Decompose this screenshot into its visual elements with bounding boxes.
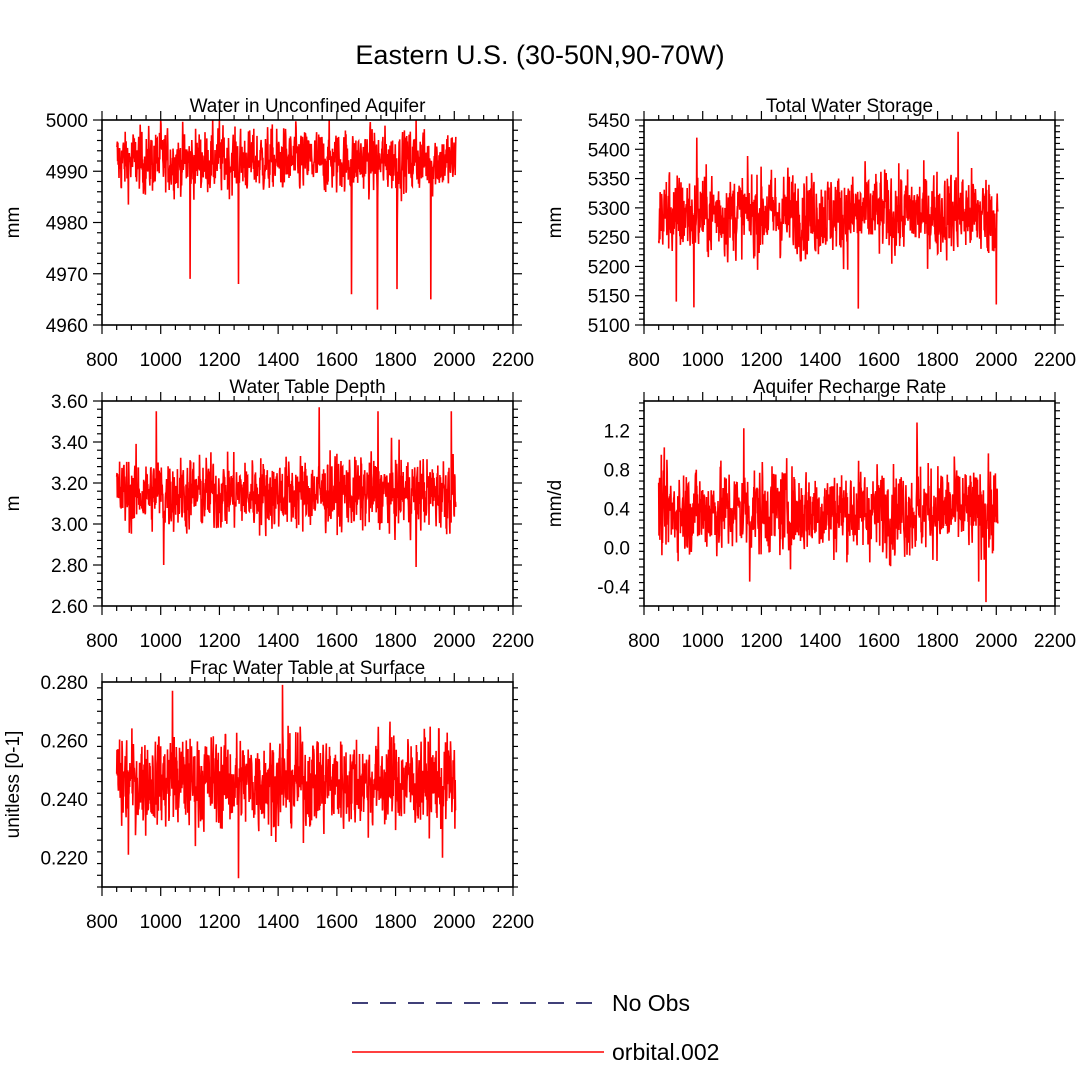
x-tick-label: 1800 <box>374 912 416 933</box>
x-tick-label: 2000 <box>975 631 1017 652</box>
y-tick-label: 5250 <box>588 228 630 249</box>
x-tick-label: 1600 <box>316 912 358 933</box>
y-tick-label: 5200 <box>588 257 630 278</box>
y-tick-label: 2.60 <box>51 597 88 618</box>
y-tick-label: 2.80 <box>51 556 88 577</box>
x-tick-label: 800 <box>86 350 118 371</box>
y-tick-label: 4980 <box>46 214 88 235</box>
x-tick-label: 800 <box>628 631 660 652</box>
panel-2: Total Water Storage mm 800 1000 1200 1400 1600… <box>545 96 1076 371</box>
x-tick-label: 1400 <box>257 912 299 933</box>
series-line-orbital-002 <box>657 422 999 603</box>
x-tick-label: 1800 <box>916 631 958 652</box>
panel-4: Aquifer Recharge Rate mm/d 800 1000 1200 1400… <box>545 377 1076 652</box>
y-tick-label: 3.60 <box>51 392 88 413</box>
x-tick-label: 1600 <box>316 350 358 371</box>
x-tick-label: 1800 <box>374 350 416 371</box>
y-tick-label: 5300 <box>588 199 630 220</box>
y-tick-label: 0.4 <box>604 499 631 520</box>
legend-label: orbital.002 <box>612 1039 719 1065</box>
y-tick-label: 5350 <box>588 170 630 191</box>
panel-title: Water Table Depth <box>229 377 385 398</box>
x-tick-label: 1400 <box>799 631 841 652</box>
panel-3: Water Table Depth m 800 1000 1200 1400 1600 180… <box>3 377 534 652</box>
y-axis-label: m <box>3 496 24 512</box>
legend: No Obs orbital.002 <box>352 990 719 1065</box>
x-tick-label: 1600 <box>858 350 900 371</box>
x-tick-label: 2200 <box>492 350 534 371</box>
y-axis-label: mm <box>3 207 24 239</box>
y-tick-label: 0.260 <box>40 732 88 753</box>
series-line-orbital-002 <box>657 131 999 309</box>
y-tick-label: 3.20 <box>51 474 88 495</box>
y-axis-label: mm <box>545 207 566 239</box>
x-tick-label: 1000 <box>140 912 182 933</box>
y-tick-label: 3.00 <box>51 515 88 536</box>
y-tick-label: 5450 <box>588 111 630 132</box>
x-tick-label: 1200 <box>740 350 782 371</box>
panel-title: Frac Water Table at Surface <box>190 658 426 679</box>
x-tick-label: 2200 <box>1034 631 1076 652</box>
y-tick-label: 1.2 <box>604 421 630 442</box>
x-tick-label: 2000 <box>975 350 1017 371</box>
y-tick-label: 5400 <box>588 140 630 161</box>
panel-title: Water in Unconfined Aquifer <box>190 96 427 117</box>
y-tick-label: 5150 <box>588 287 630 308</box>
x-tick-label: 1000 <box>140 631 182 652</box>
y-tick-label: 5100 <box>588 316 630 337</box>
x-tick-label: 1000 <box>682 350 724 371</box>
series-line-orbital-002 <box>115 684 457 879</box>
y-tick-label: 3.40 <box>51 433 88 454</box>
x-tick-label: 1600 <box>858 631 900 652</box>
panels: Water in Unconfined Aquifer mm 800 1000 1200… <box>3 96 1076 933</box>
x-tick-label: 1000 <box>140 350 182 371</box>
y-tick-label: 5000 <box>46 111 88 132</box>
x-tick-label: 1200 <box>198 350 240 371</box>
x-tick-label: 1200 <box>198 912 240 933</box>
x-tick-label: 800 <box>628 350 660 371</box>
x-tick-label: 1400 <box>257 350 299 371</box>
y-axis-label: mm/d <box>545 480 566 528</box>
x-tick-label: 2000 <box>433 631 475 652</box>
panel-title: Total Water Storage <box>766 96 933 117</box>
y-axis-label: unitless [0-1] <box>3 731 24 839</box>
x-tick-label: 1200 <box>198 631 240 652</box>
panel-1: Water in Unconfined Aquifer mm 800 1000 1200… <box>3 96 534 371</box>
y-tick-label: 4970 <box>46 265 88 286</box>
y-tick-label: 0.8 <box>604 460 630 481</box>
y-tick-label: 0.280 <box>40 673 88 694</box>
x-tick-label: 1200 <box>740 631 782 652</box>
x-tick-label: 2200 <box>1034 350 1076 371</box>
x-tick-label: 2000 <box>433 350 475 371</box>
x-tick-label: 1000 <box>682 631 724 652</box>
legend-label: No Obs <box>612 990 690 1016</box>
y-tick-label: 0.220 <box>40 849 88 870</box>
figure-title: Eastern U.S. (30-50N,90-70W) <box>355 40 724 70</box>
panel-5: Frac Water Table at Surface unitless [0-1… <box>3 658 534 933</box>
y-tick-label: 0.240 <box>40 790 88 811</box>
x-tick-label: 2000 <box>433 912 475 933</box>
x-tick-label: 800 <box>86 631 118 652</box>
panel-title: Aquifer Recharge Rate <box>753 377 946 398</box>
x-tick-label: 1800 <box>916 350 958 371</box>
y-tick-label: 0.0 <box>604 538 630 559</box>
x-tick-label: 800 <box>86 912 118 933</box>
series-line-orbital-002 <box>115 119 457 310</box>
x-tick-label: 1400 <box>257 631 299 652</box>
y-tick-label: 4990 <box>46 162 88 183</box>
x-tick-label: 2200 <box>492 631 534 652</box>
x-tick-label: 1400 <box>799 350 841 371</box>
x-tick-label: 1800 <box>374 631 416 652</box>
y-tick-label: 4960 <box>46 316 88 337</box>
x-tick-label: 1600 <box>316 631 358 652</box>
y-tick-label: -0.4 <box>597 577 630 598</box>
x-tick-label: 2200 <box>492 912 534 933</box>
series-line-orbital-002 <box>115 407 457 568</box>
